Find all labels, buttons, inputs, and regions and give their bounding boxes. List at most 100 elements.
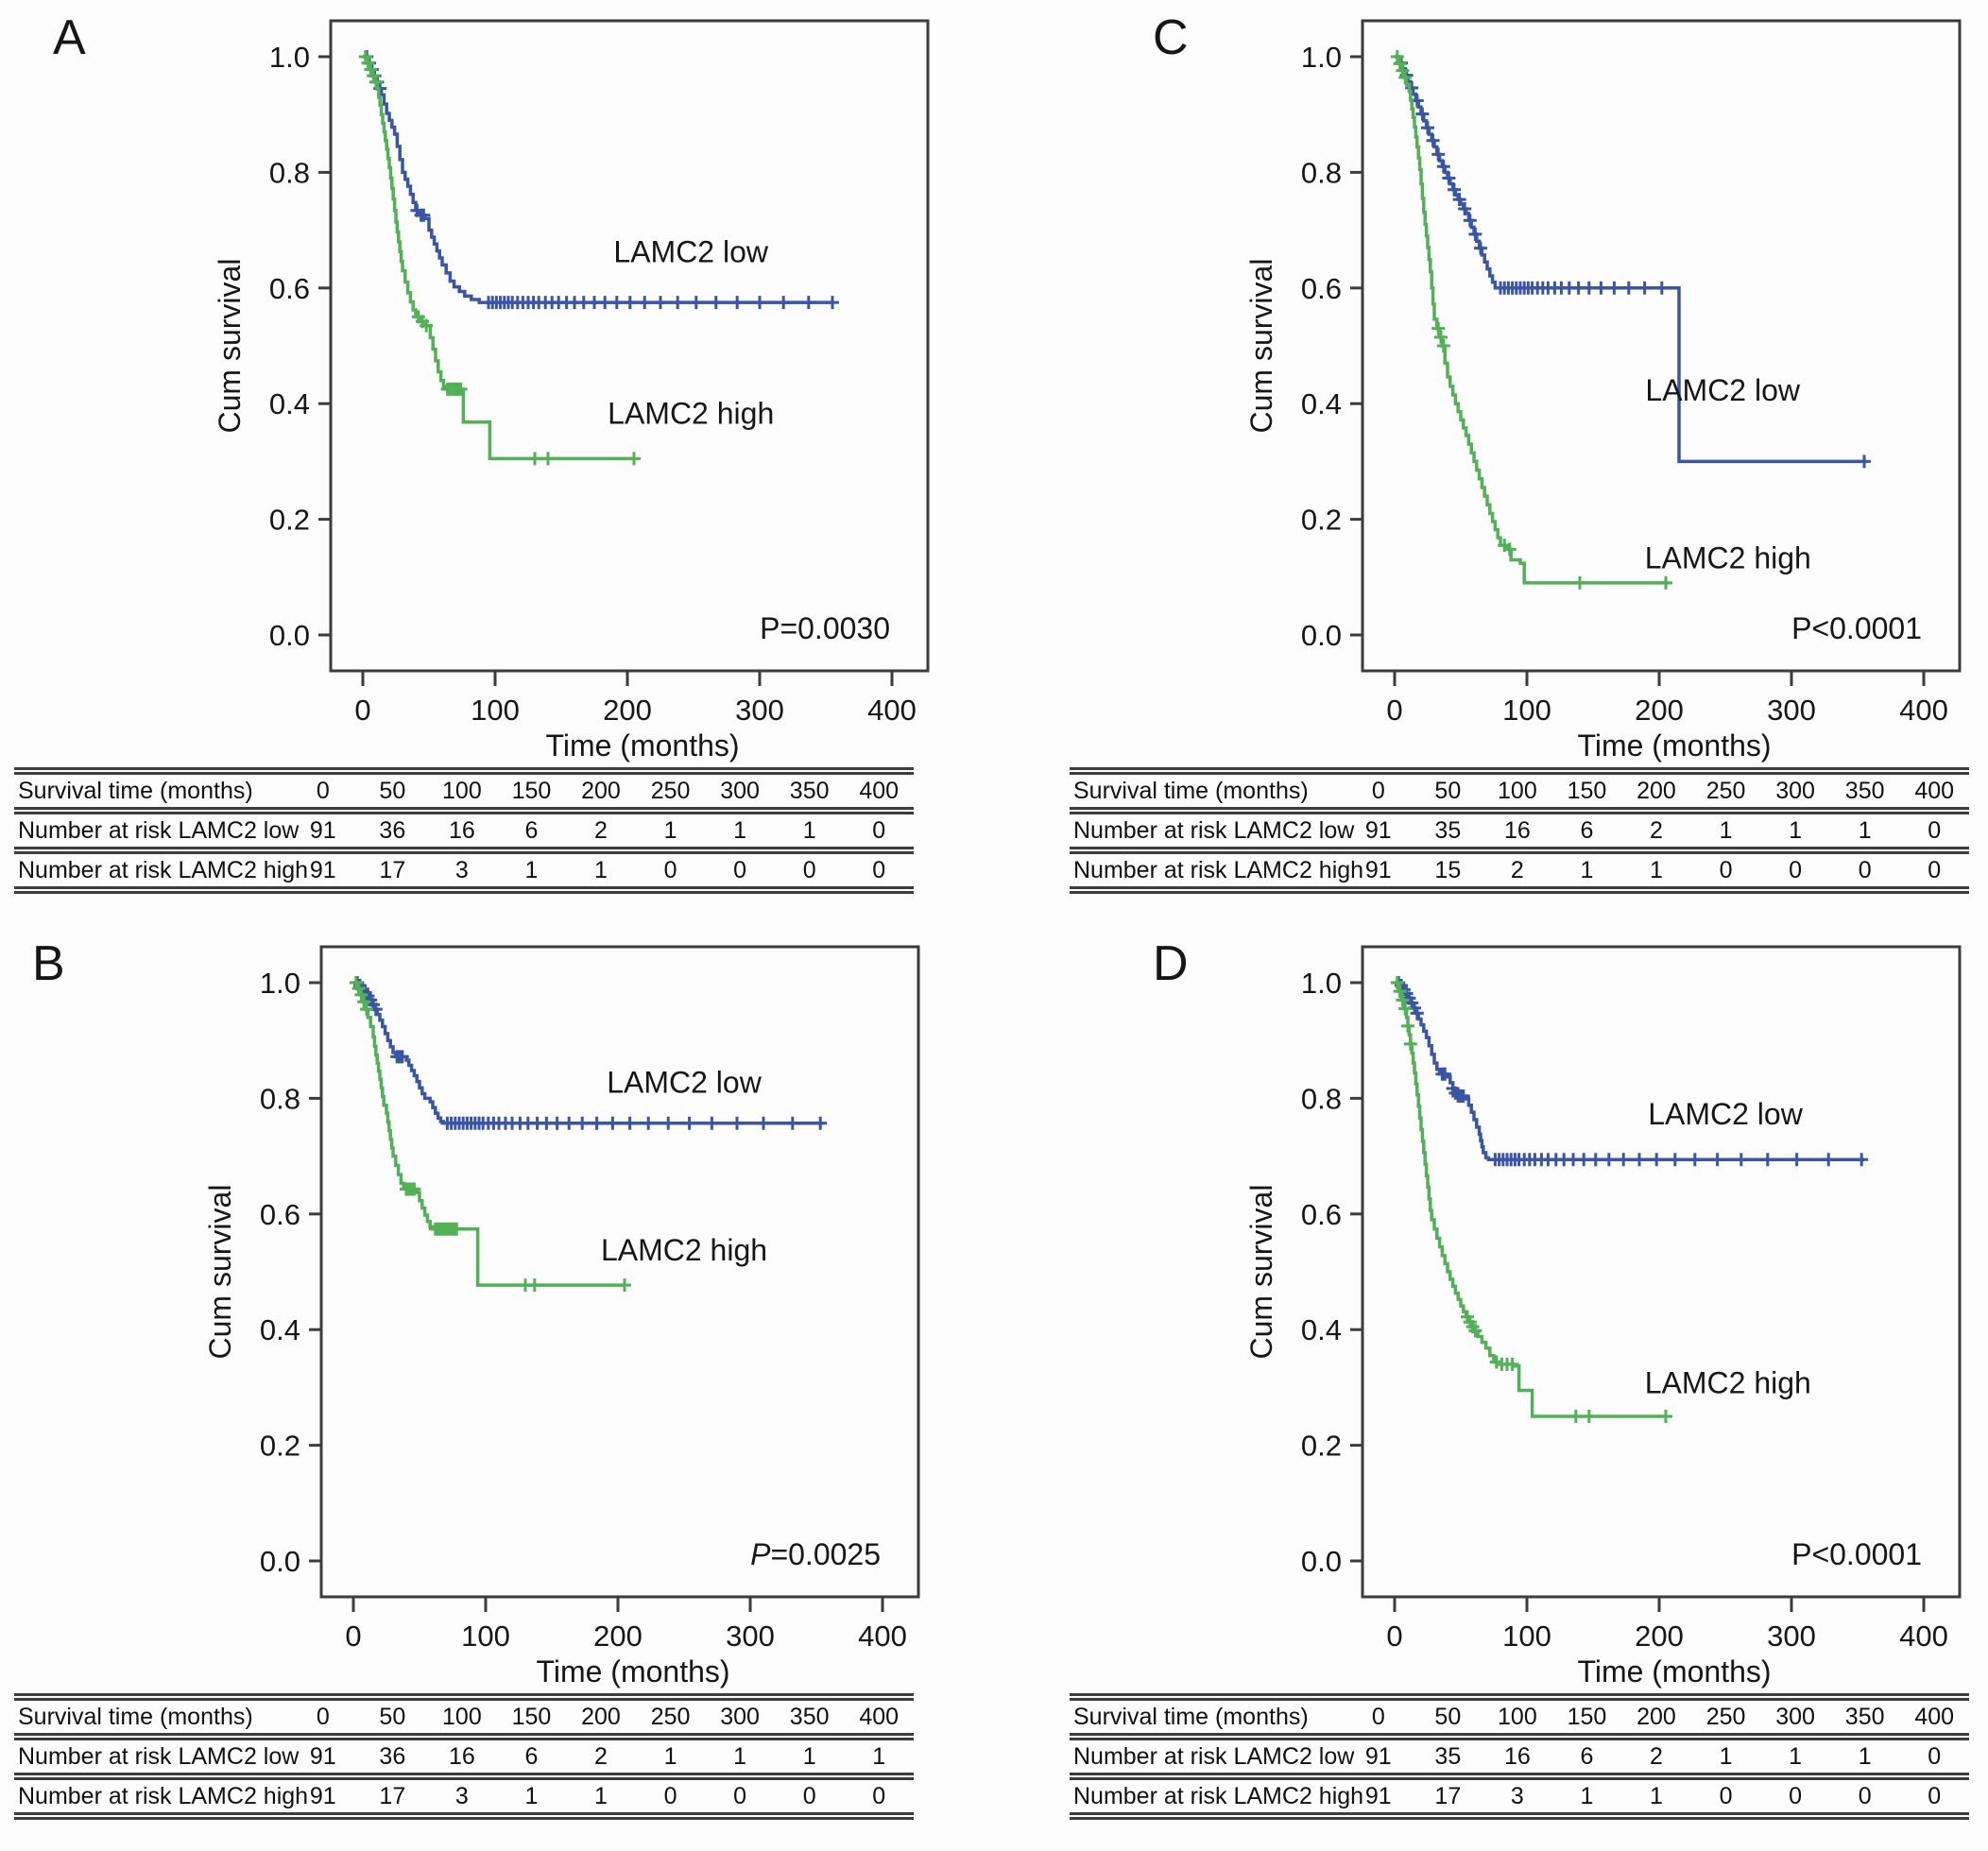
table-rule [1070, 1773, 1969, 1780]
risk-time-cell: 150 [1567, 777, 1607, 804]
y-tick-label: 1.0 [260, 967, 300, 1000]
table-row: Number at risk LAMC2 low 91 36 16 6 2 1 1 1 1 [14, 1740, 914, 1773]
risk-count-cell: 0 [1789, 1782, 1803, 1809]
risk-count-cell: 35 [1434, 816, 1462, 844]
table-rule [14, 1773, 914, 1780]
risk-count-cell: 16 [1503, 816, 1531, 844]
x-tick-label: 0 [1386, 1620, 1402, 1653]
risk-count-cell: 1 [594, 856, 608, 883]
risk-count-cell: 1 [1580, 856, 1594, 883]
x-tick-label: 200 [593, 1620, 643, 1653]
risk-table-header-label: Survival time (months) [18, 777, 253, 804]
risk-count-cell: 3 [454, 856, 469, 883]
risk-time-cell: 0 [1371, 1703, 1385, 1730]
table-rule [14, 1733, 914, 1740]
censor-marks [349, 976, 631, 1293]
risk-count-cell: 15 [1434, 856, 1462, 883]
survival-curve [353, 981, 625, 1287]
panel-b-letter: B [32, 936, 65, 991]
risk-table-header-label: Survival time (months) [1073, 1703, 1309, 1730]
panel-c: C 1.0 0.8 0.6 0.4 0.2 0.0 0 100 200 300 400 Time (m… [994, 0, 1988, 925]
risk-count-cell: 1 [1789, 816, 1803, 844]
x-tick-label: 400 [1899, 1620, 1948, 1653]
risk-time-cell: 200 [1637, 777, 1676, 804]
y-tick-label: 0.8 [260, 1082, 300, 1115]
x-axis-title: Time (months) [545, 728, 739, 763]
survival-curve [1395, 981, 1666, 1418]
risk-count-cell: 16 [448, 1742, 475, 1770]
risk-time-cell: 50 [379, 777, 406, 804]
risk-count-cell: 1 [802, 816, 816, 844]
risk-count-cell: 1 [663, 816, 677, 844]
censor-marks [1390, 50, 1672, 590]
table-row: Number at risk LAMC2 high 91 17 3 1 1 0 0 0 0 [14, 1780, 914, 1812]
risk-count-cell: 0 [1928, 1742, 1942, 1770]
x-tick-label: 200 [1635, 694, 1684, 727]
risk-table-header-label: Survival time (months) [18, 1703, 253, 1730]
risk-count-cell: 36 [379, 816, 406, 844]
risk-time-cell: 150 [511, 777, 552, 804]
risk-count-cell: 91 [1364, 856, 1392, 883]
table-rule [1070, 1693, 1969, 1701]
table-rule [1070, 807, 1969, 814]
table-rule [1070, 1812, 1969, 1820]
risk-row-label: Number at risk LAMC2 high [18, 1782, 309, 1809]
risk-count-cell: 1 [1858, 816, 1872, 844]
risk-count-cell: 91 [309, 1742, 336, 1770]
risk-time-cell: 400 [1914, 1703, 1955, 1730]
risk-count-cell: 6 [524, 1742, 539, 1770]
survival-curve [363, 55, 634, 461]
series-label: LAMC2 low [1648, 1097, 1804, 1131]
risk-row-label: Number at risk LAMC2 low [18, 816, 300, 844]
series-label: LAMC2 low [613, 234, 769, 268]
y-tick-label: 0.6 [1301, 1198, 1342, 1231]
risk-count-cell: 91 [309, 1782, 336, 1809]
panel-d: D 1.0 0.8 0.6 0.4 0.2 0.0 0 100 200 300 400 Time (m… [994, 926, 1988, 1851]
risk-row-label: Number at risk LAMC2 high [1073, 856, 1364, 883]
risk-count-cell: 91 [1364, 816, 1392, 844]
y-tick-label: 0.0 [260, 1545, 300, 1578]
table-row: Number at risk LAMC2 high 91 17 3 1 1 0 0 0 0 [1070, 1780, 1969, 1812]
censor-marks [358, 50, 641, 466]
series-label: LAMC2 high [601, 1233, 767, 1267]
x-tick-label: 200 [1635, 1620, 1684, 1653]
risk-count-cell: 1 [733, 816, 747, 844]
risk-count-cell: 0 [733, 856, 747, 883]
risk-count-cell: 0 [733, 1782, 747, 1809]
plot-frame [1361, 945, 1962, 1599]
y-tick-label: 0.8 [1301, 1082, 1342, 1115]
y-tick-label: 0.2 [269, 504, 310, 537]
x-tick-label: 200 [603, 694, 652, 727]
y-tick-label: 0.0 [1301, 619, 1342, 652]
risk-count-cell: 0 [1719, 856, 1733, 883]
risk-row-label: Number at risk LAMC2 low [18, 1742, 300, 1770]
risk-time-cell: 100 [442, 1703, 482, 1730]
risk-count-cell: 0 [1928, 856, 1942, 883]
risk-count-cell: 1 [1650, 856, 1663, 883]
x-tick-label: 100 [471, 694, 520, 727]
risk-time-cell: 100 [1498, 1703, 1537, 1730]
risk-time-cell: 400 [859, 1703, 900, 1730]
risk-table-b: Survival time (months) 0 50 100 150 200 250 300… [14, 1693, 914, 1820]
panel-d-letter: D [1153, 936, 1189, 991]
series-label: LAMC2 low [1645, 373, 1801, 407]
x-tick-label: 100 [1502, 694, 1551, 727]
y-tick-label: 0.0 [269, 619, 310, 652]
x-axis-title: Time (months) [1577, 728, 1771, 763]
p-value: P=0.0030 [760, 611, 890, 645]
series-label: LAMC2 high [1645, 1366, 1811, 1400]
table-row: Number at risk LAMC2 high 91 17 3 1 1 0 0 0 0 [14, 854, 914, 886]
risk-count-cell: 17 [1434, 1782, 1462, 1809]
plot-frame [319, 945, 920, 1599]
risk-count-cell: 1 [594, 1782, 608, 1809]
risk-count-cell: 1 [663, 1742, 677, 1770]
p-value: P<0.0001 [1791, 611, 1922, 645]
risk-time-cell: 150 [511, 1703, 552, 1730]
y-axis-title: Cum survival [1244, 1185, 1278, 1360]
risk-count-cell: 0 [663, 856, 677, 883]
x-tick-label: 300 [735, 694, 784, 727]
km-plot-b: 1.0 0.8 0.6 0.4 0.2 0.0 0 100 200 300 400 Time (mon… [203, 945, 920, 1688]
risk-time-cell: 0 [316, 777, 330, 804]
risk-count-cell: 1 [802, 1742, 816, 1770]
y-tick-label: 1.0 [269, 41, 310, 74]
